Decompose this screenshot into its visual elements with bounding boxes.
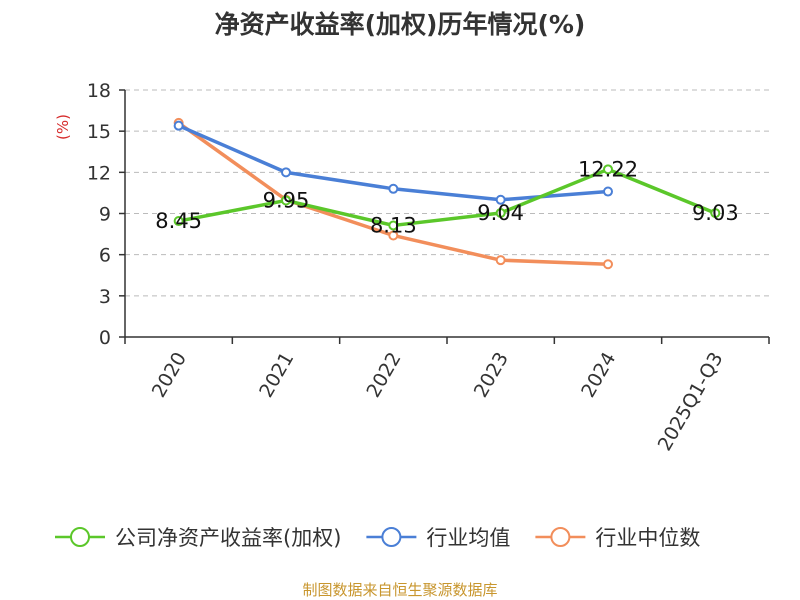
legend-marker	[70, 527, 90, 547]
data-point	[281, 195, 291, 206]
data-point	[603, 164, 613, 175]
data-label: 8.13	[370, 213, 417, 237]
data-point	[388, 220, 399, 231]
legend-marker	[550, 527, 571, 547]
legend: 公司净资产收益率(加权) 行业均值 行业中位数	[55, 526, 700, 550]
data-point	[495, 207, 506, 218]
data-label: 12.22	[578, 157, 638, 181]
chart-title: 净资产收益率(加权)历年情况(%)	[215, 10, 586, 39]
y-tick-label: 0	[99, 327, 111, 349]
data-point	[603, 186, 613, 197]
data-point	[495, 255, 506, 266]
axes	[119, 89, 770, 344]
x-tick-labels: 2020 2021 2022 2023 2024 2025Q1-Q3	[148, 348, 728, 454]
data-label: 8.45	[155, 209, 202, 233]
series-group	[173, 117, 721, 270]
legend-label: 行业均值	[426, 526, 510, 550]
series-line	[178, 167, 716, 228]
series-1	[173, 120, 613, 205]
data-label: 9.95	[263, 188, 310, 212]
legend-label: 行业中位数	[595, 526, 700, 550]
legend-label: 公司净资产收益率(加权)	[115, 526, 341, 550]
data-point	[173, 120, 184, 131]
data-label: 9.03	[692, 201, 739, 225]
data-label: 9.04	[477, 201, 524, 225]
data-point	[281, 167, 291, 178]
y-tick-label: 12	[87, 162, 111, 184]
y-axis-label: (%)	[54, 114, 72, 140]
y-tick-label: 6	[99, 245, 111, 267]
x-tick-label: 2023	[470, 348, 513, 401]
data-point	[173, 216, 184, 227]
x-tick-label: 2020	[148, 349, 191, 402]
data-point	[388, 183, 399, 194]
x-tick-label: 2021	[255, 349, 298, 402]
source-note: 制图数据来自恒生聚源数据库	[302, 581, 497, 599]
data-point	[495, 194, 506, 205]
data-point	[603, 259, 613, 270]
y-tick-label: 3	[99, 286, 111, 308]
x-tick-label: 2022	[362, 349, 405, 402]
y-tick-label: 9	[99, 204, 111, 226]
data-labels: 8.45 9.95 8.13 9.04 12.22 9.03	[155, 157, 738, 237]
y-tick-label: 18	[87, 80, 111, 102]
legend-item-0: 公司净资产收益率(加权)	[55, 526, 341, 550]
y-tick-labels: 0 3 6 9 12 15 18	[87, 80, 111, 349]
legend-item-1: 行业均值	[366, 526, 510, 550]
series-0	[173, 164, 721, 231]
legend-marker	[381, 527, 402, 547]
data-point	[710, 208, 721, 219]
legend-item-2: 行业中位数	[535, 526, 700, 550]
x-tick-label: 2024	[577, 349, 620, 402]
x-tick-label: 2025Q1-Q3	[654, 349, 728, 455]
y-tick-label: 15	[87, 121, 111, 143]
data-point	[388, 230, 399, 241]
